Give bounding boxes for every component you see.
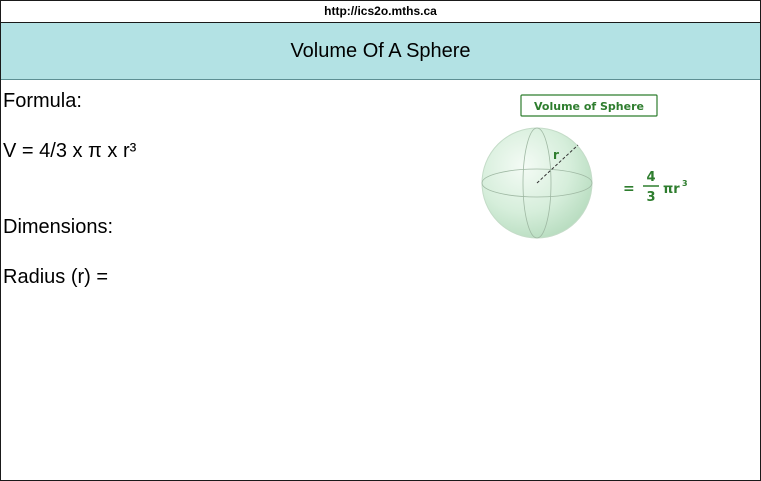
formula-pi-r: πr bbox=[663, 182, 680, 197]
formula-heading: Formula: bbox=[3, 90, 82, 112]
sphere-meridian bbox=[522, 127, 552, 239]
sphere-volume-figure: Volume of Sphere r = 4 3 πr 3 bbox=[477, 93, 707, 243]
url-bar[interactable]: http://ics2o.mths.ca bbox=[1, 1, 760, 23]
page-header: Volume Of A Sphere bbox=[1, 23, 760, 80]
formula-text: V = 4/3 x π x r³ bbox=[3, 140, 137, 162]
sphere-illustration: Volume of Sphere r = 4 3 πr 3 bbox=[481, 94, 688, 239]
radius-line bbox=[536, 144, 579, 184]
radius-label: Radius (r) = bbox=[3, 266, 109, 288]
figure-label-box bbox=[520, 94, 658, 117]
main-content: Formula: V = 4/3 x π x r³ Dimensions: Ra… bbox=[1, 80, 760, 479]
formula-numerator: 4 bbox=[646, 170, 655, 185]
formula-denominator: 3 bbox=[646, 190, 655, 205]
formula-equals: = bbox=[623, 181, 635, 197]
formula-exponent: 3 bbox=[682, 179, 688, 188]
radius-symbol: r bbox=[553, 148, 559, 162]
page-title: Volume Of A Sphere bbox=[290, 40, 471, 62]
sphere-equator bbox=[481, 168, 593, 198]
figure-label: Volume of Sphere bbox=[534, 100, 644, 113]
dimensions-heading: Dimensions: bbox=[3, 216, 114, 238]
